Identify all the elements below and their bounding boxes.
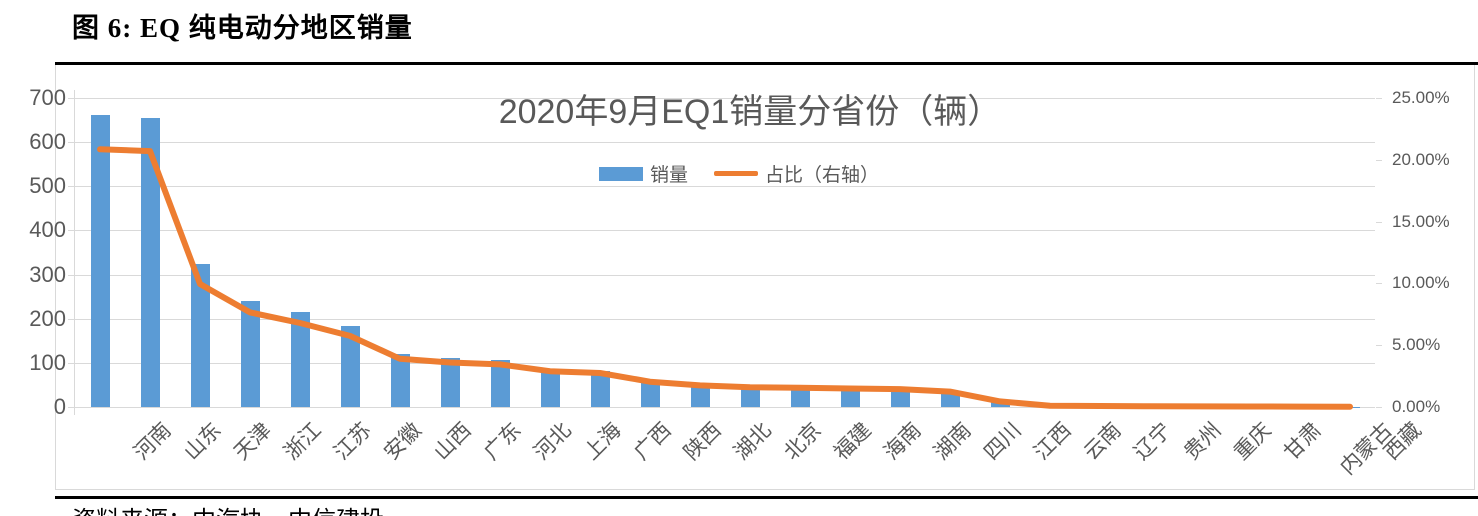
gridline <box>75 363 1375 364</box>
y-axis-right-tick-label: 0.00% <box>1392 397 1441 416</box>
bar <box>491 360 510 407</box>
y-axis-left-tick-mark <box>68 230 74 231</box>
bar <box>541 369 560 407</box>
y-axis-left-tick-mark <box>68 186 74 187</box>
y-axis-left-tick-label: 700 <box>29 85 66 110</box>
line-path <box>97 146 1353 410</box>
y-axis-left-tick-mark <box>68 98 74 99</box>
bar <box>91 115 110 407</box>
y-axis-right-tick-mark <box>1376 222 1382 223</box>
bar <box>441 358 460 407</box>
y-axis-left-tick-label: 500 <box>29 173 66 198</box>
gridline <box>75 275 1375 276</box>
caption-divider <box>55 62 1478 65</box>
y-axis-right-tick-mark <box>1376 98 1382 99</box>
y-axis-left-tick-label: 100 <box>29 350 66 375</box>
y-axis-left-tick-label: 300 <box>29 262 66 287</box>
gridline <box>75 142 1375 143</box>
bar <box>691 387 710 407</box>
gridline <box>75 319 1375 320</box>
bar <box>191 263 210 407</box>
gridline <box>75 186 1375 187</box>
gridline <box>75 230 1375 231</box>
y-axis-left-tick-mark <box>68 407 74 408</box>
bar <box>591 371 610 407</box>
y-axis-right-tick-label: 10.00% <box>1392 273 1450 292</box>
bar <box>941 393 960 407</box>
figure-caption: 图 6: EQ 纯电动分地区销量 <box>72 13 413 43</box>
gridline <box>75 407 1375 408</box>
bar <box>791 390 810 407</box>
y-axis-right-tick-mark <box>1376 407 1382 408</box>
y-axis-left-tick-mark <box>68 319 74 320</box>
chart-title: 2020年9月EQ1销量分省份（辆） <box>498 93 1002 131</box>
y-axis-left-tick-label: 600 <box>29 129 66 154</box>
bar <box>641 383 660 407</box>
bar <box>741 388 760 407</box>
y-axis-right-tick-mark <box>1376 283 1382 284</box>
y-axis-left-tick-mark <box>68 142 74 143</box>
y-axis-left-tick-label: 0 <box>53 394 66 419</box>
y-axis-left-tick-label: 400 <box>29 217 66 242</box>
line-series <box>97 146 1353 410</box>
gridline <box>75 98 1375 99</box>
y-axis-right-tick-label: 25.00% <box>1392 88 1450 107</box>
y-axis-left-tick-mark <box>68 363 74 364</box>
y-axis-right-tick-mark <box>1376 345 1382 346</box>
y-axis-left-line <box>74 90 75 415</box>
chart-container <box>55 65 1475 490</box>
plot-area <box>75 98 1375 410</box>
bar <box>891 391 910 407</box>
source-note: 资料来源：中汽协，中信建投 <box>72 500 1452 516</box>
y-axis-right-tick-label: 20.00% <box>1392 150 1450 169</box>
y-axis-right-tick-mark <box>1376 160 1382 161</box>
y-axis-left-tick-mark <box>68 275 74 276</box>
bar <box>241 300 260 407</box>
bar <box>291 311 310 407</box>
y-axis-left-tick-label: 200 <box>29 306 66 331</box>
bar <box>341 326 360 407</box>
bottom-divider <box>55 496 1478 499</box>
y-axis-right-tick-label: 15.00% <box>1392 212 1450 231</box>
bar <box>141 117 160 407</box>
y-axis-right-tick-label: 5.00% <box>1392 335 1441 354</box>
bar <box>391 354 410 407</box>
bar <box>841 390 860 407</box>
